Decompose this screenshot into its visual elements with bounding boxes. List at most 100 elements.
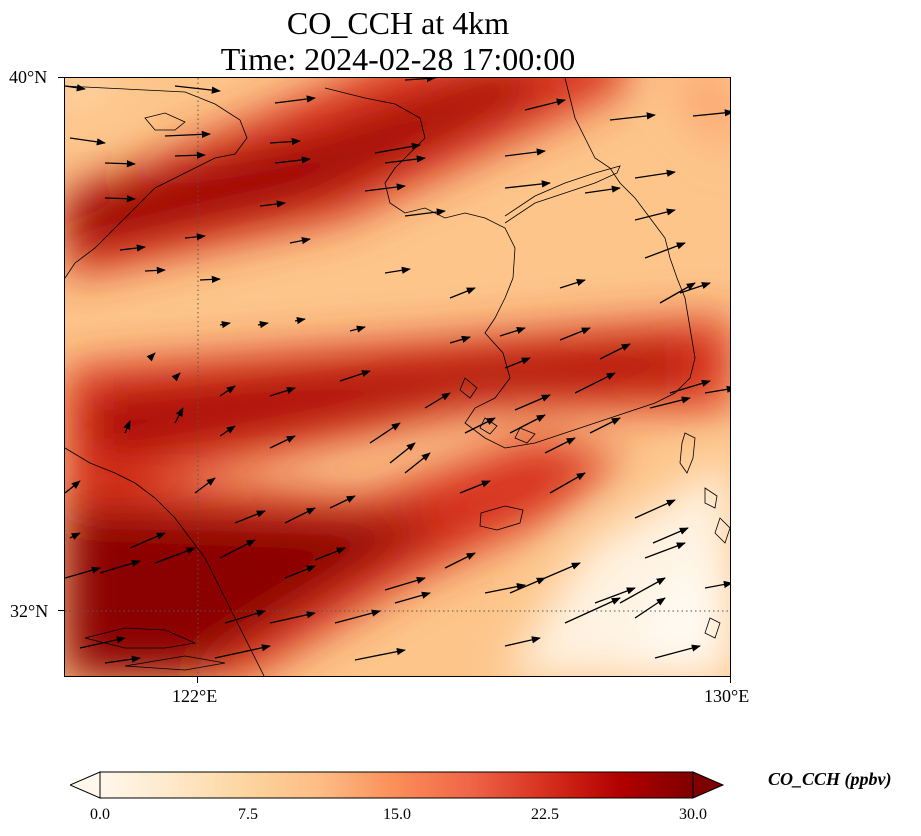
wind-vector-arrow bbox=[669, 379, 711, 394]
wind-vector-arrow bbox=[164, 130, 211, 139]
wind-vector-arrow bbox=[174, 85, 221, 94]
wind-vector-arrow bbox=[146, 352, 156, 362]
wind-vector-arrow bbox=[219, 321, 231, 329]
wind-vector-arrow bbox=[704, 580, 730, 589]
wind-vector-arrow bbox=[314, 547, 346, 561]
wind-vector-arrow bbox=[634, 597, 666, 619]
wind-vector-arrow bbox=[199, 275, 221, 284]
wind-vectors bbox=[65, 78, 730, 664]
wind-vector-arrow bbox=[504, 636, 541, 647]
wind-vector-arrow bbox=[234, 510, 266, 524]
coastlines bbox=[65, 78, 730, 676]
wind-vector-arrow bbox=[484, 583, 526, 594]
wind-vector-arrow bbox=[214, 644, 271, 659]
wind-vector-arrow bbox=[504, 180, 551, 189]
wind-vector-arrow bbox=[69, 137, 106, 146]
wind-vector-arrow bbox=[374, 142, 421, 154]
colorbar-gradient bbox=[99, 771, 694, 799]
wind-vector-arrow bbox=[284, 565, 316, 579]
wind-vector-arrow bbox=[459, 480, 491, 494]
wind-vector-arrow bbox=[544, 562, 581, 579]
wind-vector-arrow bbox=[524, 98, 566, 111]
wind-vector-arrow bbox=[334, 609, 381, 624]
colorbar-title: CO_CCH (ppbv) bbox=[768, 769, 892, 789]
wind-vector-arrow bbox=[704, 385, 730, 394]
wind-vector-arrow bbox=[369, 422, 401, 444]
wind-vector-arrow bbox=[449, 335, 471, 344]
wind-vector-arrow bbox=[65, 480, 81, 494]
wind-vector-arrow bbox=[154, 547, 196, 564]
x-tick-label-130e: 130°E bbox=[704, 686, 750, 706]
wind-vector-arrow bbox=[123, 420, 131, 434]
wind-vector-arrow bbox=[444, 552, 476, 569]
wind-vector-arrow bbox=[499, 327, 526, 337]
wind-vector-arrow bbox=[129, 532, 166, 549]
wind-vector-arrow bbox=[219, 385, 236, 397]
wind-vector-arrow bbox=[574, 372, 616, 394]
x-tick-mark-130e bbox=[730, 677, 731, 683]
wind-vector-arrow bbox=[257, 321, 269, 329]
colorbar-tick-0: 0.0 bbox=[90, 806, 110, 823]
wind-vector-arrow bbox=[104, 655, 141, 664]
map-subtitle-time: Time: 2024-02-28 17:00:00 bbox=[220, 41, 576, 77]
wind-vector-arrow bbox=[349, 325, 366, 333]
concentration-field bbox=[65, 78, 730, 676]
wind-vector-arrow bbox=[104, 160, 136, 168]
wind-vector-arrow bbox=[589, 417, 621, 434]
wind-vector-arrow bbox=[509, 577, 546, 594]
wind-vector-arrow bbox=[329, 495, 356, 509]
wind-vector-arrow bbox=[599, 343, 631, 360]
wind-vector-arrow bbox=[514, 394, 551, 411]
wind-vector-arrow bbox=[609, 112, 656, 121]
wind-vector-arrow bbox=[364, 183, 406, 192]
wind-vector-arrow bbox=[259, 200, 286, 208]
wind-vector-arrow bbox=[174, 407, 184, 424]
colorbar-tick-3: 22.5 bbox=[531, 806, 559, 823]
x-tick-label-122e: 122°E bbox=[172, 686, 218, 706]
y-tick-mark-40n bbox=[58, 77, 64, 78]
wind-vector-arrow bbox=[269, 387, 296, 397]
wind-vector-arrow bbox=[404, 208, 446, 217]
map-panel bbox=[64, 77, 731, 677]
wind-vector-arrow bbox=[464, 417, 496, 434]
wind-vector-arrow bbox=[184, 233, 206, 241]
y-tick-mark-32n bbox=[58, 610, 64, 611]
wind-vector-arrow bbox=[274, 156, 311, 164]
wind-vector-arrow bbox=[559, 279, 586, 289]
y-tick-label-32n: 32°N bbox=[10, 601, 49, 621]
wind-vector-arrow bbox=[65, 84, 86, 92]
wind-vector-arrow bbox=[174, 151, 206, 159]
wind-vector-arrow bbox=[644, 542, 686, 559]
wind-vector-arrow bbox=[219, 425, 236, 437]
wind-vector-arrow bbox=[269, 137, 301, 146]
wind-vector-arrow bbox=[294, 317, 306, 325]
wind-vector-arrow bbox=[564, 597, 621, 624]
wind-vector-arrow bbox=[104, 195, 136, 203]
wind-vector-arrow bbox=[654, 644, 701, 659]
wind-vector-arrow bbox=[634, 208, 676, 221]
wind-vector-arrow bbox=[269, 435, 296, 449]
wind-vector-arrow bbox=[384, 266, 411, 274]
wind-vector-arrow bbox=[384, 155, 426, 164]
wind-vector-arrow bbox=[65, 566, 101, 579]
wind-vector-arrow bbox=[584, 185, 621, 194]
wind-vector-arrow bbox=[171, 372, 181, 382]
wind-vector-arrow bbox=[549, 472, 586, 494]
wind-vector-arrow bbox=[404, 452, 431, 474]
wind-vector-arrow bbox=[634, 499, 676, 519]
wind-vector-arrow bbox=[289, 237, 311, 245]
wind-vector-arrow bbox=[559, 327, 591, 341]
wind-vector-arrow bbox=[394, 591, 431, 604]
wind-vector-arrow bbox=[194, 477, 216, 494]
wind-vector-arrow bbox=[119, 244, 146, 252]
wind-vector-arrow bbox=[644, 242, 686, 259]
x-tick-mark-122e bbox=[197, 677, 198, 683]
map-canvas bbox=[65, 78, 730, 676]
wind-vector-arrow bbox=[509, 414, 546, 434]
colorbar bbox=[70, 771, 725, 799]
wind-vector-arrow bbox=[649, 396, 691, 409]
wind-vector-arrow bbox=[634, 169, 676, 179]
wind-vector-arrow bbox=[219, 539, 256, 559]
wind-vector-arrow bbox=[224, 609, 266, 624]
wind-vector-arrow bbox=[652, 527, 689, 544]
